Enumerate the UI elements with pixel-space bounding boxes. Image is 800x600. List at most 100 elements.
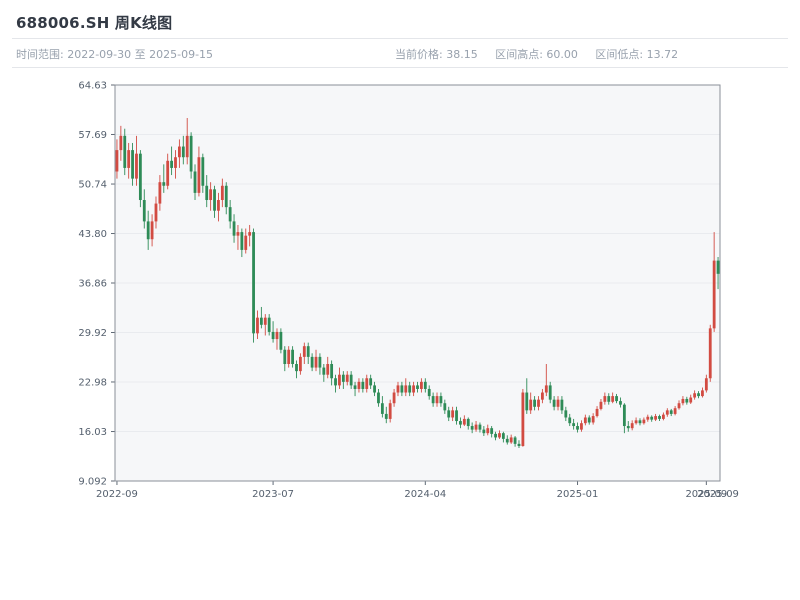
page-title: 688006.SH 周K线图 bbox=[16, 14, 173, 32]
y-tick-label: 29.92 bbox=[78, 328, 107, 339]
candle-body bbox=[708, 328, 712, 379]
x-tick-label: 2025-01 bbox=[557, 489, 599, 500]
y-tick-label: 9.092 bbox=[78, 477, 107, 488]
candle-body bbox=[334, 378, 337, 386]
candle-body bbox=[345, 374, 349, 382]
candle-body bbox=[501, 433, 505, 439]
x-tick-label: 2025-09 bbox=[685, 489, 727, 500]
candle-body bbox=[572, 423, 576, 427]
candle-body bbox=[498, 433, 501, 438]
candle-body bbox=[373, 385, 376, 393]
candle-body bbox=[338, 374, 341, 386]
candle-body bbox=[459, 421, 462, 425]
candle-body bbox=[591, 416, 595, 423]
candle-body bbox=[158, 182, 162, 204]
candle-body bbox=[259, 317, 263, 325]
y-tick-label: 64.63 bbox=[78, 81, 107, 92]
candle-body bbox=[377, 392, 380, 404]
candle-body bbox=[283, 349, 287, 365]
candle-body bbox=[127, 150, 131, 168]
candle-body bbox=[392, 392, 396, 404]
candle-body bbox=[681, 398, 685, 404]
candle-body bbox=[119, 135, 123, 151]
candle-body bbox=[470, 426, 474, 430]
candle-body bbox=[400, 385, 404, 393]
candle-body bbox=[712, 260, 716, 329]
candle-body bbox=[583, 417, 587, 424]
candle-body bbox=[162, 182, 166, 186]
candle-body bbox=[451, 410, 455, 418]
candle-body bbox=[380, 403, 384, 414]
candle-body bbox=[236, 232, 240, 236]
candle-body bbox=[603, 396, 607, 402]
candle-body bbox=[478, 424, 482, 430]
candle-body bbox=[123, 135, 127, 168]
candle-body bbox=[716, 260, 720, 274]
y-tick-label: 22.98 bbox=[78, 377, 107, 388]
candle-body bbox=[361, 381, 365, 389]
candle-body bbox=[580, 423, 583, 430]
candle-body bbox=[607, 396, 611, 402]
y-tick-label: 16.03 bbox=[78, 427, 107, 438]
y-tick-label: 57.69 bbox=[78, 130, 107, 141]
candle-body bbox=[298, 356, 302, 372]
candle-body bbox=[326, 364, 330, 375]
candle-body bbox=[217, 200, 220, 211]
candle-body bbox=[544, 385, 548, 393]
candle-body bbox=[564, 410, 568, 418]
candle-body bbox=[654, 416, 658, 420]
candle-body bbox=[213, 189, 216, 211]
candle-body bbox=[322, 367, 326, 375]
candle-body bbox=[146, 221, 150, 240]
candle-body bbox=[201, 157, 205, 186]
candle-body bbox=[384, 413, 388, 419]
candle-body bbox=[295, 364, 298, 372]
candle-body bbox=[248, 232, 252, 236]
x-tick-label: 2024-04 bbox=[404, 489, 446, 500]
candle-body bbox=[174, 157, 177, 168]
candle-body bbox=[419, 381, 423, 389]
candle-body bbox=[568, 417, 572, 424]
candle-body bbox=[630, 423, 634, 429]
candle-body bbox=[521, 392, 525, 447]
candle-body bbox=[447, 410, 451, 418]
candle-body bbox=[619, 401, 622, 405]
candle-body bbox=[685, 398, 689, 403]
candle-body bbox=[701, 390, 704, 397]
candle-body bbox=[209, 189, 213, 201]
candle-body bbox=[232, 221, 236, 236]
candle-body bbox=[408, 385, 412, 393]
candle-body bbox=[548, 385, 552, 400]
candle-body bbox=[189, 135, 193, 172]
candle-body bbox=[537, 399, 540, 407]
candle-body bbox=[626, 426, 630, 429]
candle-body bbox=[560, 399, 564, 411]
candle-body bbox=[150, 221, 154, 240]
candle-body bbox=[697, 393, 700, 397]
candle-body bbox=[669, 410, 673, 414]
header-divider-bottom bbox=[12, 67, 788, 68]
candle-body bbox=[131, 150, 134, 179]
candle-body bbox=[704, 378, 708, 391]
candle-body bbox=[490, 428, 494, 434]
candle-body bbox=[455, 410, 458, 422]
y-tick-label: 36.86 bbox=[78, 279, 107, 290]
candle-body bbox=[509, 437, 513, 443]
candle-body bbox=[505, 438, 509, 443]
candle-body bbox=[517, 443, 521, 447]
candle-body bbox=[650, 416, 654, 420]
candle-body bbox=[138, 153, 142, 201]
candle-body bbox=[279, 331, 283, 350]
candle-body bbox=[185, 135, 189, 158]
candle-body bbox=[349, 374, 353, 386]
candle-body bbox=[611, 396, 615, 402]
candle-body bbox=[486, 428, 490, 434]
candle-body bbox=[525, 392, 529, 411]
candle-body bbox=[177, 146, 181, 158]
candle-body bbox=[693, 393, 697, 398]
candle-body bbox=[256, 317, 259, 334]
candle-body bbox=[638, 420, 642, 424]
candle-body bbox=[462, 418, 466, 425]
candle-body bbox=[439, 396, 443, 404]
